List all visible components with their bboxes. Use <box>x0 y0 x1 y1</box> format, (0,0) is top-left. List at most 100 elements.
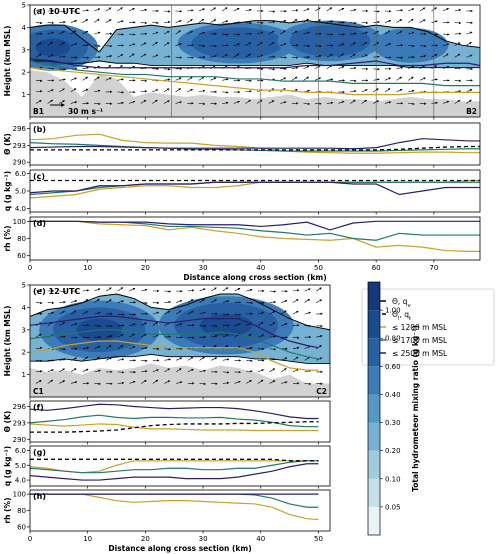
wind-arrow <box>175 368 182 373</box>
wind-arrow <box>140 42 147 46</box>
wind-arrow <box>187 336 195 339</box>
wind-arrow <box>316 299 323 303</box>
series-line-le1200 <box>30 493 319 521</box>
y-tick-label: 5.0 <box>15 188 26 196</box>
wind-arrow <box>350 32 357 35</box>
wind-arrow <box>94 356 100 361</box>
wind-arrow <box>396 76 403 81</box>
wind-arrow <box>140 90 148 93</box>
wind-arrow <box>59 322 66 326</box>
x-tick-label: 40 <box>256 264 265 272</box>
y-tick-label: 290 <box>13 159 26 167</box>
wind-arrow <box>117 78 124 81</box>
wind-arrow <box>303 31 310 35</box>
wind-arrow <box>176 323 183 326</box>
legend-label-main: ≤ 2500 m MSL <box>392 349 448 358</box>
wind-arrow <box>316 357 323 361</box>
wind-arrow <box>222 300 230 303</box>
wind-arrow <box>304 311 311 315</box>
wind-arrow <box>163 78 171 81</box>
x-tick-label: 60 <box>372 264 381 272</box>
wind-arrow <box>106 335 113 338</box>
wind-arrow <box>176 300 183 303</box>
wind-arrow <box>117 358 125 361</box>
y-tick-label: 4.0 <box>15 205 26 213</box>
series-line-le1700 <box>29 460 319 474</box>
wind-arrow <box>35 42 42 46</box>
y-tick-label: 293 <box>13 142 26 150</box>
y-tick-label: 2 <box>22 349 26 357</box>
legend-label: ≤ 1700 m MSL <box>392 336 448 345</box>
wind-arrow <box>384 19 392 23</box>
legend-label-main: Θ, q <box>392 297 408 306</box>
panel-title: (d) <box>33 219 46 228</box>
wind-arrow <box>291 30 298 35</box>
wind-arrow <box>82 289 90 292</box>
y-axis-label: rh (%) <box>3 497 12 523</box>
wind-arrow <box>141 359 148 362</box>
wind-arrow <box>199 311 206 315</box>
wind-arrow <box>164 380 171 384</box>
wind-arrow <box>419 77 426 81</box>
y-tick-label: 80 <box>17 507 26 515</box>
series-line-le2500 <box>29 138 480 150</box>
x-tick-label: 0 <box>28 264 32 272</box>
panel-title: (a) 10 UTC <box>33 7 80 16</box>
wind-arrow <box>384 43 392 46</box>
wind-arrow <box>280 101 287 104</box>
wind-arrow <box>94 345 101 350</box>
wind-arrow <box>82 88 89 93</box>
wind-arrow <box>94 102 101 106</box>
wind-arrow <box>269 310 276 315</box>
wind-arrow <box>384 88 391 93</box>
cloud-top-contour <box>30 20 480 53</box>
wind-arrow <box>396 88 403 93</box>
wind-arrow <box>292 336 300 339</box>
wind-arrow <box>35 79 43 82</box>
wind-arrow <box>245 100 252 104</box>
wind-arrow <box>93 18 100 23</box>
wind-arrow <box>315 55 322 58</box>
y-tick-label: 4 <box>22 304 27 312</box>
wind-arrow <box>281 357 288 361</box>
wind-arrow <box>47 89 54 93</box>
y-tick-label: 290 <box>13 436 26 444</box>
wind-arrow <box>94 31 101 35</box>
colorbar-tick-label: 0.30 <box>385 419 401 427</box>
wind-arrow <box>35 380 42 384</box>
wind-arrow <box>105 19 112 23</box>
wind-arrow <box>82 356 89 361</box>
panels-layer: B1 B2 30 m s⁻¹ (a) 10 UTC 1 2 3 4 5 Height (km MS… <box>3 2 481 553</box>
wind-arrow <box>222 381 230 385</box>
colorbar-segment <box>368 366 380 395</box>
wind-arrow <box>163 20 171 24</box>
wind-arrow <box>431 20 438 23</box>
wind-arrow <box>152 89 159 93</box>
wind-arrow <box>117 371 125 374</box>
wind-arrow <box>257 321 264 326</box>
y-tick-label: 296 <box>13 403 27 411</box>
wind-arrow <box>82 30 89 35</box>
wind-arrow <box>128 8 135 12</box>
wind-arrow <box>210 55 217 58</box>
wind-arrow <box>59 348 66 351</box>
wind-arrow <box>316 345 322 350</box>
wind-arrow <box>59 30 66 35</box>
series-group-d <box>30 220 480 252</box>
wind-arrow <box>396 9 404 12</box>
wind-arrow <box>199 288 206 292</box>
wind-arrow <box>94 311 101 315</box>
wind-arrow <box>431 101 439 105</box>
wind-arrow <box>70 77 77 81</box>
wind-arrow <box>82 44 90 47</box>
wind-arrow <box>408 65 415 70</box>
section-end-label: C2 <box>316 387 327 396</box>
wind-arrow <box>326 101 334 105</box>
wind-arrow <box>280 30 286 35</box>
wind-arrow <box>396 30 403 35</box>
wind-arrow <box>408 89 415 93</box>
wind-arrow <box>59 368 65 373</box>
wind-arrow <box>431 78 438 81</box>
